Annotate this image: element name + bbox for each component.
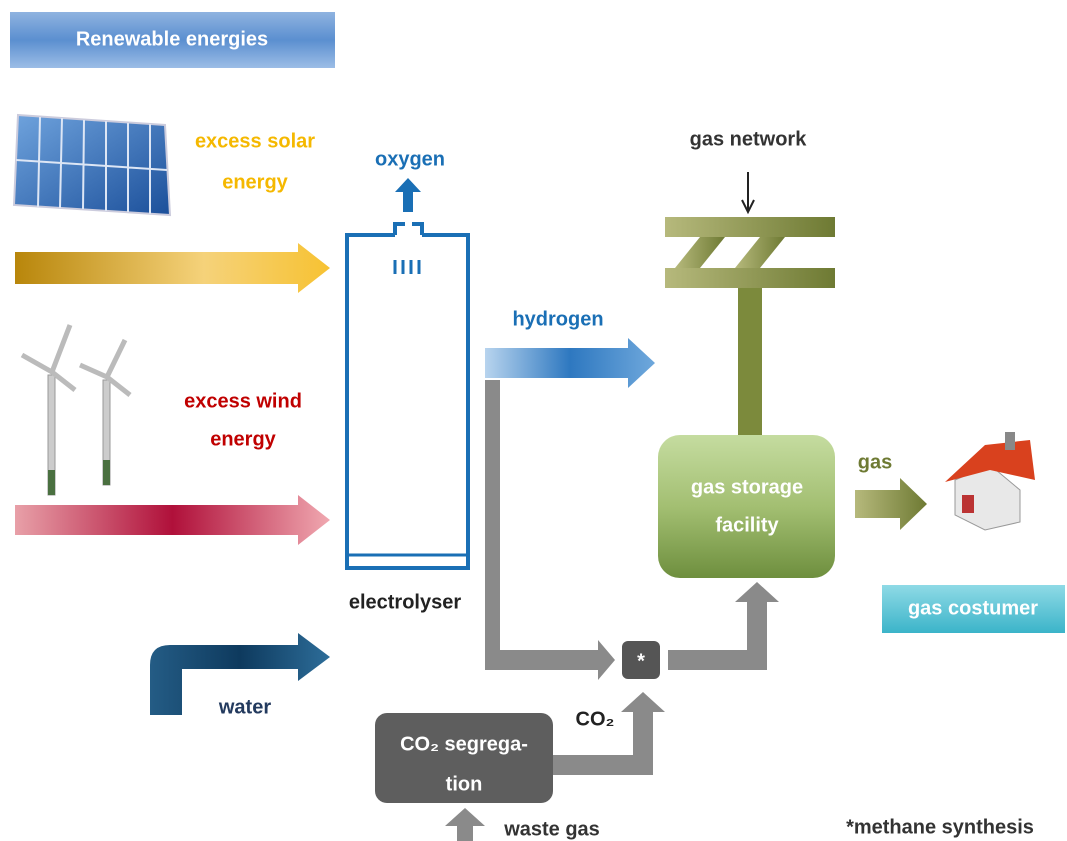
electrolyser xyxy=(345,222,470,570)
gas-network-label: gas network xyxy=(690,128,808,150)
methane-pipe xyxy=(668,582,779,670)
co2-segregation-label: tion xyxy=(446,773,483,795)
network-arrow xyxy=(741,172,755,215)
header-title: Renewable energies xyxy=(76,28,268,50)
hydrogen-arrow xyxy=(485,338,655,388)
methanation-note: *methane synthesis xyxy=(846,816,1034,838)
water-label: water xyxy=(218,696,271,718)
wind-label: energy xyxy=(210,428,276,450)
co2-box xyxy=(375,713,553,803)
hydrogen-label: hydrogen xyxy=(512,308,603,330)
hydrogen-pipe xyxy=(485,380,615,680)
consumer-box xyxy=(882,585,1065,633)
storage-label: facility xyxy=(715,514,779,536)
solar-label: energy xyxy=(222,171,288,193)
solar-arrow xyxy=(15,243,330,293)
methanation-symbol: * xyxy=(637,650,645,672)
wind-label: excess wind xyxy=(184,390,302,412)
co2-pipe xyxy=(553,692,665,775)
storage-box xyxy=(658,435,835,578)
gas-label: gas xyxy=(858,451,892,473)
waste-gas-arrow xyxy=(445,808,485,841)
co2-label: CO₂ xyxy=(576,708,615,730)
consumer-label: gas costumer xyxy=(908,597,1038,619)
waste-gas-label: waste gas xyxy=(503,818,600,840)
solar-panel xyxy=(12,113,172,217)
gas-arrow xyxy=(855,478,927,530)
header-box xyxy=(10,12,335,68)
methanation-box xyxy=(622,641,660,679)
wind-turbines xyxy=(20,324,132,496)
house xyxy=(945,432,1035,531)
electrolyser-label: electrolyser xyxy=(349,591,462,613)
solar-label: excess solar xyxy=(195,130,315,152)
storage-label: gas storage xyxy=(691,476,803,498)
oxygen-arrow xyxy=(395,178,421,212)
wind-arrow xyxy=(15,495,330,545)
gas-network xyxy=(665,217,835,436)
co2-segregation-label: CO₂ segrega- xyxy=(400,733,528,755)
oxygen-label: oxygen xyxy=(375,148,445,170)
water-arrow xyxy=(150,633,330,715)
